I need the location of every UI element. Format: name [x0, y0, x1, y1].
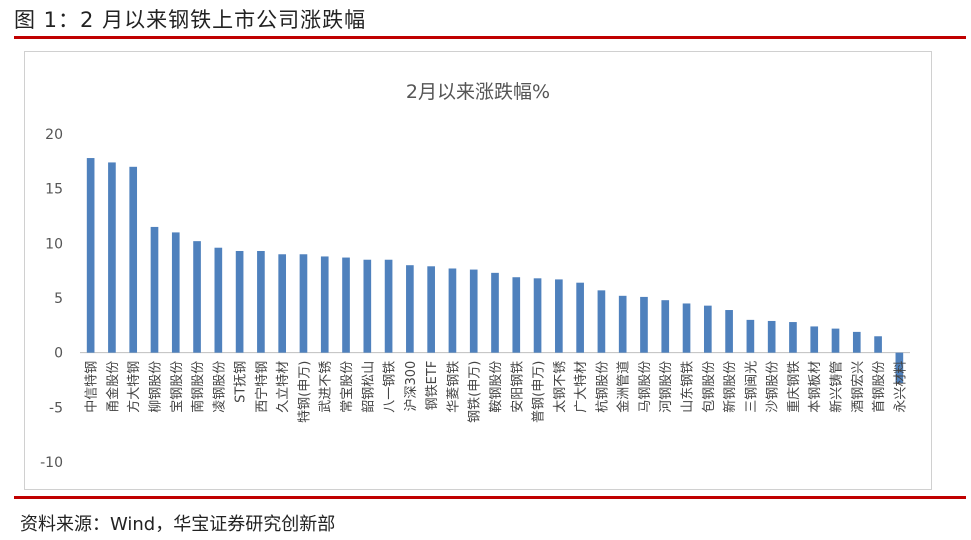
- x-category-label: 韶钢松山: [360, 361, 376, 413]
- x-category-label: 河钢股份: [659, 361, 674, 413]
- y-tick-label: 10: [45, 236, 63, 252]
- x-category-label: 甬金股份: [105, 361, 121, 413]
- y-tick-label: 15: [45, 182, 63, 198]
- bar: [682, 303, 691, 353]
- x-category-label: 久立特材: [276, 361, 291, 413]
- x-category-label: 中信特钢: [85, 361, 100, 413]
- y-tick-label: 5: [54, 291, 63, 307]
- y-tick-label: -5: [49, 400, 63, 416]
- x-category-label: 太钢不锈: [553, 361, 568, 413]
- bar: [342, 257, 350, 353]
- bar: [214, 247, 223, 353]
- x-category-label: 柳钢股份: [148, 361, 163, 413]
- bar: [108, 162, 116, 353]
- x-category-label: 重庆钢铁: [786, 361, 802, 413]
- x-category-label: 特钢(申万): [297, 361, 312, 423]
- x-category-label: 马钢股份: [638, 361, 653, 413]
- bar: [831, 328, 840, 353]
- bar: [618, 295, 627, 353]
- bar: [150, 226, 159, 353]
- bar: [533, 278, 542, 353]
- bar: [703, 305, 712, 353]
- bar: [406, 265, 414, 353]
- bar: [555, 279, 563, 353]
- x-category-label: 普钢(申万): [532, 361, 547, 423]
- bar: [235, 250, 244, 353]
- bar: [86, 158, 95, 353]
- x-category-label: 西宁特钢: [254, 361, 270, 413]
- bar: [469, 269, 478, 353]
- x-category-label: 南钢股份: [190, 361, 206, 413]
- x-category-label: 永兴材料: [893, 361, 908, 413]
- bottom-red-rule: [14, 496, 966, 499]
- bars: [86, 158, 904, 384]
- x-category-label: 宝钢股份: [170, 361, 185, 413]
- bar: [767, 320, 776, 353]
- x-category-label: 新兴铸管: [829, 361, 845, 413]
- bar: [193, 241, 201, 353]
- bar: [448, 268, 457, 353]
- top-red-rule: [14, 36, 966, 39]
- bar: [789, 322, 797, 353]
- source-note: 资料来源：Wind，华宝证券研究创新部: [20, 514, 336, 535]
- bar: [852, 331, 861, 353]
- bar: [512, 277, 521, 353]
- bar: [597, 290, 606, 353]
- bar: [661, 300, 670, 353]
- x-category-label: 钢铁(申万): [468, 361, 483, 423]
- x-category-label: 武进不锈: [319, 361, 334, 413]
- bar: [640, 296, 648, 353]
- bar: [725, 310, 733, 353]
- bar: [171, 232, 180, 353]
- x-category-label: 方大特钢: [126, 361, 142, 413]
- x-category-label: 凌钢股份: [212, 361, 227, 413]
- x-category-label: 山东钢铁: [681, 361, 696, 413]
- x-category-label: 新钢股份: [722, 361, 738, 413]
- bar: [427, 266, 435, 353]
- bar: [363, 259, 372, 353]
- bar: [278, 254, 287, 353]
- bar: [895, 352, 904, 384]
- x-category-label: 鞍钢股份: [488, 361, 504, 413]
- x-category-label: 钢铁ETF: [425, 361, 440, 411]
- x-category-label: 杭钢股份: [595, 361, 610, 413]
- x-category-label: 沪深300: [403, 361, 419, 412]
- x-category-label: 本钢板材: [808, 361, 823, 413]
- y-tick-label: 0: [54, 346, 63, 362]
- bar: [320, 256, 329, 353]
- x-category-label: ST抚钢: [234, 361, 249, 403]
- bar: [129, 166, 138, 353]
- bar: [746, 319, 755, 353]
- x-category-label: 常宝股份: [340, 361, 355, 413]
- x-category-label: 首钢股份: [872, 361, 887, 413]
- y-tick-label: 20: [45, 127, 63, 143]
- x-category-label: 八一钢铁: [383, 361, 398, 413]
- x-axis-labels: 中信特钢 甬金股份 方大特钢 柳钢股份 宝钢股份 南钢股份 凌钢股份 ST抚钢 西宁特钢 久立特材…: [85, 361, 909, 423]
- chart-frame: 2月以来涨跌幅% 20 15 10 5 0 -5 -10 中信特钢 甬金股份 方大特钢 柳钢股份宝…: [24, 51, 932, 490]
- bar-chart: 2月以来涨跌幅% 20 15 10 5 0 -5 -10 中信特钢 甬金股份 方大特钢 柳钢股份宝…: [40, 81, 910, 471]
- bar: [257, 250, 265, 353]
- x-category-label: 华菱钢铁: [446, 361, 461, 413]
- x-category-label: 酒钢宏兴: [851, 361, 866, 413]
- figure-title: 图 1：2 月以来钢铁上市公司涨跌幅: [14, 8, 367, 32]
- x-category-label: 三钢闽光: [744, 361, 759, 413]
- x-category-label: 包钢股份: [702, 361, 717, 413]
- bar: [491, 272, 499, 353]
- x-category-label: 金洲管道: [616, 361, 632, 413]
- bar: [576, 282, 584, 353]
- x-category-label: 沙钢股份: [766, 361, 781, 413]
- x-category-label: 广大特材: [574, 361, 589, 413]
- bar: [384, 259, 393, 353]
- x-category-label: 安阳钢铁: [510, 361, 525, 413]
- chart-title: 2月以来涨跌幅%: [406, 81, 550, 103]
- y-tick-label: -10: [40, 455, 63, 471]
- bar: [299, 254, 308, 353]
- bar: [810, 326, 819, 353]
- bar: [874, 336, 882, 353]
